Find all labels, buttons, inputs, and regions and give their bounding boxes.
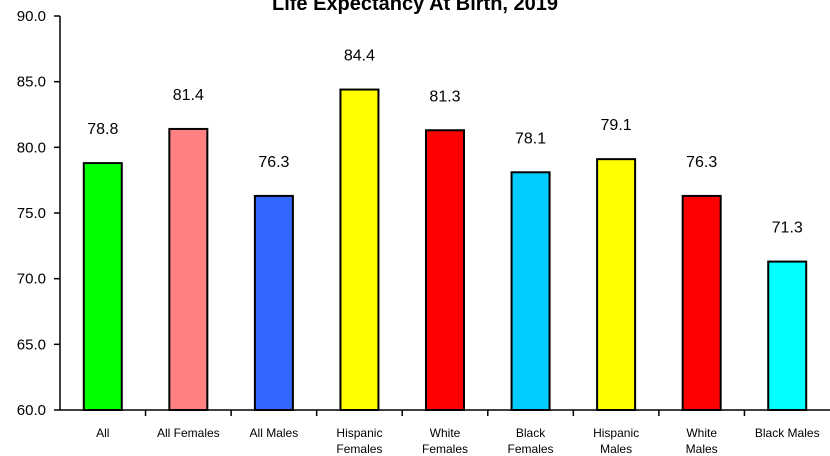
bar-value-label: 81.4	[173, 87, 204, 104]
category-label: Hispanic Males	[593, 426, 639, 456]
y-tick-label: 90.0	[17, 8, 46, 25]
category-label: All Males	[250, 426, 299, 440]
bar	[339, 88, 380, 412]
bar	[253, 194, 294, 411]
bar	[681, 194, 722, 411]
y-tick-label: 85.0	[17, 74, 46, 91]
bar	[425, 129, 465, 411]
y-tick-label: 65.0	[17, 336, 46, 353]
bar-value-label: 76.3	[686, 154, 717, 171]
y-tick-label: 60.0	[17, 402, 46, 419]
bar-value-label: 81.3	[429, 88, 460, 105]
category-label: White Males	[686, 426, 718, 456]
bar	[596, 158, 637, 411]
bar	[82, 162, 123, 411]
chart-title: Life Expectancy At Birth, 2019	[272, 0, 558, 15]
y-tick-label: 80.0	[17, 139, 46, 156]
bar-value-label: 79.1	[601, 117, 632, 134]
bar	[168, 127, 209, 412]
category-label: Black Males	[755, 426, 820, 440]
category-label: Black Females	[508, 426, 554, 456]
bar-value-label: 78.1	[515, 130, 546, 147]
category-label: Hispanic Females	[336, 426, 382, 456]
bar	[767, 260, 808, 411]
y-tick-label: 75.0	[17, 205, 46, 222]
y-tick-label: 70.0	[17, 271, 46, 288]
bar-value-label: 78.8	[87, 121, 118, 138]
category-label: All	[96, 426, 109, 440]
category-label: White Females	[422, 426, 468, 456]
bar-value-label: 84.4	[344, 48, 375, 65]
category-label: All Females	[157, 426, 220, 440]
bar-value-label: 76.3	[258, 154, 289, 171]
bar-value-label: 71.3	[772, 220, 803, 237]
bar	[510, 171, 551, 411]
